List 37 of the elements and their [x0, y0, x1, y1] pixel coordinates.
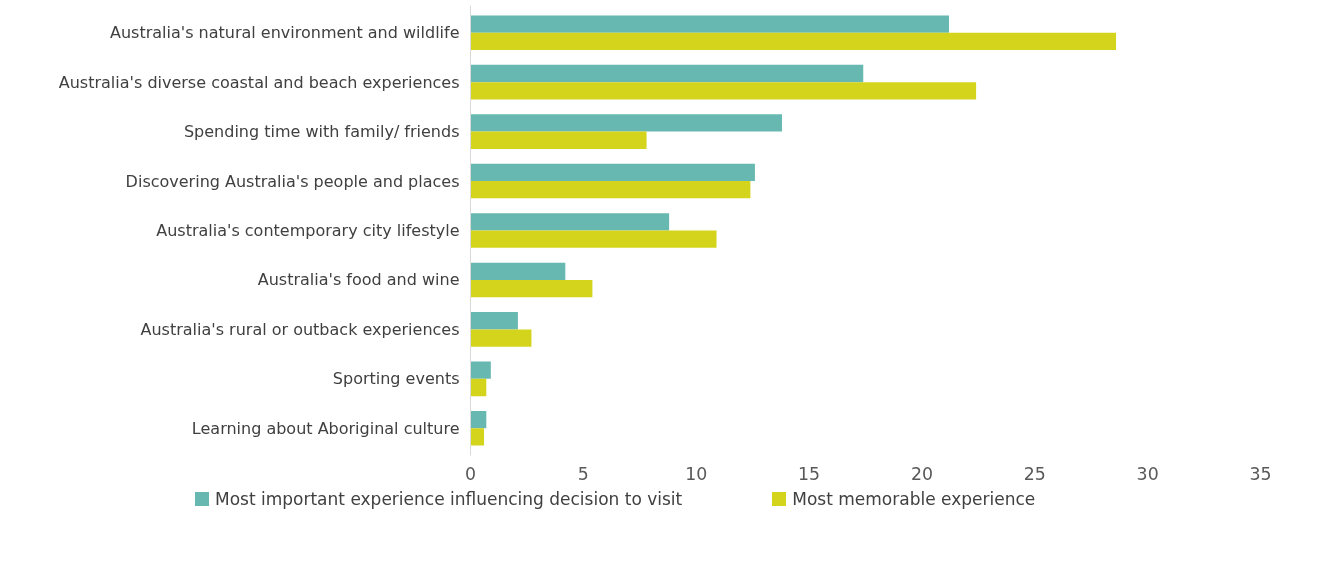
- y-tick-label: Sporting events: [332, 369, 460, 389]
- bar: [470, 181, 751, 199]
- bar: [470, 131, 647, 149]
- bar: [470, 279, 593, 298]
- legend-label: Most memorable experience: [792, 488, 1036, 511]
- y-tick-label: Discovering Australia's people and places: [125, 171, 460, 191]
- bar: [470, 312, 518, 330]
- x-tick-label: 35: [1249, 463, 1272, 484]
- bar: [470, 361, 491, 379]
- x-tick-label: 20: [910, 463, 933, 484]
- bar: [470, 378, 487, 397]
- bar: [470, 32, 1117, 51]
- x-tick-label: 30: [1136, 463, 1159, 484]
- legend-label: Most important experience influencing decision to visit: [215, 488, 683, 511]
- bar: [470, 15, 950, 33]
- y-tick-label: Australia's diverse coastal and beach experiences: [58, 72, 460, 92]
- y-tick-label: Learning about Aboriginal culture: [191, 418, 460, 438]
- x-tick-label: 0: [464, 463, 477, 484]
- x-tick-label: 15: [798, 463, 821, 484]
- y-tick-label: Spending time with family/ friends: [183, 122, 460, 142]
- bar: [470, 82, 977, 100]
- y-tick-label: Australia's natural environment and wildlife: [109, 23, 460, 43]
- bar: [470, 329, 532, 347]
- bar: [470, 262, 566, 280]
- y-tick-label: Australia's food and wine: [257, 270, 460, 290]
- bar: [470, 163, 755, 182]
- bar: [470, 114, 782, 132]
- y-tick-label: Australia's contemporary city lifestyle: [156, 221, 460, 240]
- bar: [470, 64, 864, 83]
- bar: [470, 428, 485, 446]
- bar: [470, 410, 487, 429]
- bar: [470, 213, 670, 231]
- x-tick-label: 25: [1023, 463, 1046, 484]
- x-tick-label: 10: [685, 463, 708, 484]
- bar: [470, 230, 717, 248]
- y-tick-label: Australia's rural or outback experiences: [140, 319, 460, 339]
- x-tick-label: 5: [577, 463, 589, 484]
